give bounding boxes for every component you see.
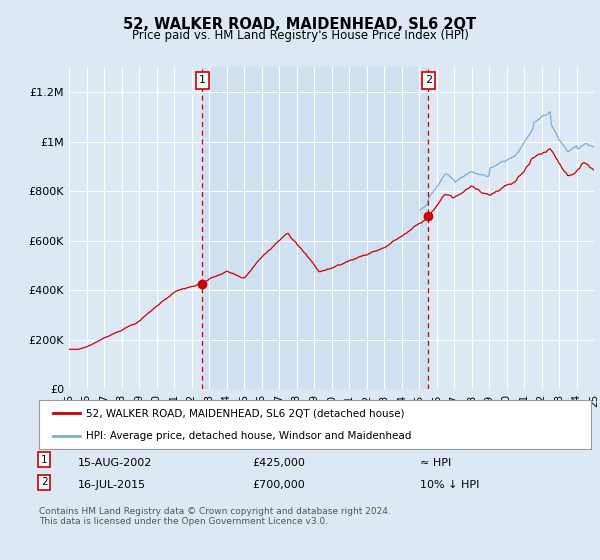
Text: 1: 1 xyxy=(199,75,206,85)
Text: £425,000: £425,000 xyxy=(252,458,305,468)
Text: 10% ↓ HPI: 10% ↓ HPI xyxy=(420,480,479,490)
Text: Contains HM Land Registry data © Crown copyright and database right 2024.
This d: Contains HM Land Registry data © Crown c… xyxy=(39,507,391,526)
Text: £700,000: £700,000 xyxy=(252,480,305,490)
Text: 16-JUL-2015: 16-JUL-2015 xyxy=(78,480,146,490)
Text: 2: 2 xyxy=(41,477,47,487)
Bar xyxy=(202,67,428,389)
Text: ≈ HPI: ≈ HPI xyxy=(420,458,451,468)
Text: Price paid vs. HM Land Registry's House Price Index (HPI): Price paid vs. HM Land Registry's House … xyxy=(131,29,469,42)
Text: 52, WALKER ROAD, MAIDENHEAD, SL6 2QT: 52, WALKER ROAD, MAIDENHEAD, SL6 2QT xyxy=(124,17,476,32)
Text: 15-AUG-2002: 15-AUG-2002 xyxy=(78,458,152,468)
Text: 2: 2 xyxy=(425,75,432,85)
Text: HPI: Average price, detached house, Windsor and Maidenhead: HPI: Average price, detached house, Wind… xyxy=(86,431,411,441)
Text: 1: 1 xyxy=(41,455,47,465)
Text: 52, WALKER ROAD, MAIDENHEAD, SL6 2QT (detached house): 52, WALKER ROAD, MAIDENHEAD, SL6 2QT (de… xyxy=(86,408,404,418)
